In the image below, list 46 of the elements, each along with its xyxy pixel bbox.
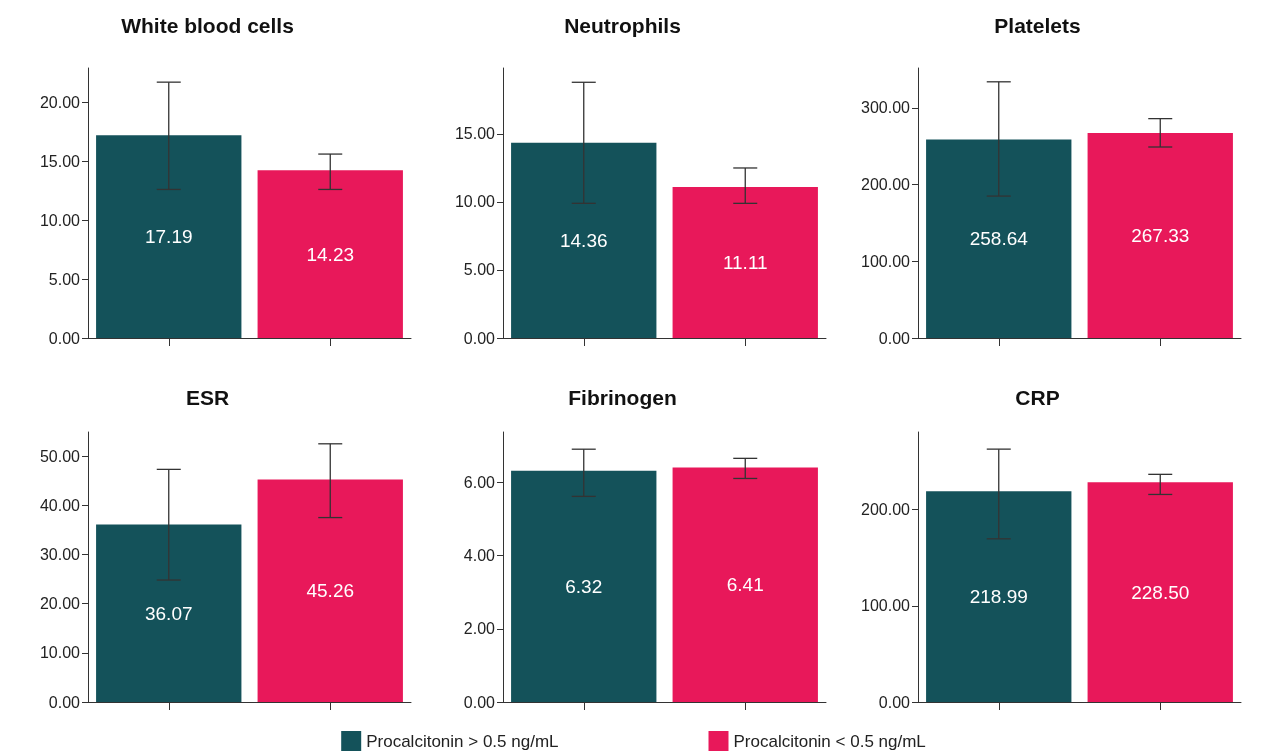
chart-title: White blood cells [121, 14, 294, 37]
data-label: 36.07 [144, 602, 193, 624]
y-tick-label: 0.00 [878, 693, 911, 711]
data-label: 6.41 [726, 574, 764, 596]
y-tick-label: 0.00 [48, 693, 81, 711]
y-tick-label: 10.00 [39, 211, 81, 229]
y-tick-label: 15.00 [39, 152, 81, 170]
y-tick-label: 5.00 [48, 270, 81, 288]
y-tick-label: 10.00 [39, 644, 81, 662]
y-tick-label: 6.00 [463, 473, 496, 491]
y-tick-label: 200.00 [861, 176, 911, 194]
data-label: 14.36 [559, 229, 608, 251]
data-label: 11.11 [722, 251, 768, 273]
y-tick-label: 0.00 [48, 329, 81, 347]
y-tick-label: 20.00 [39, 93, 81, 111]
y-tick-label: 10.00 [454, 193, 496, 211]
chart-title: Platelets [994, 14, 1081, 37]
y-tick-label: 20.00 [39, 595, 81, 613]
y-tick-label: 2.00 [463, 620, 496, 638]
y-tick-label: 100.00 [861, 252, 911, 270]
data-label: 228.50 [1131, 581, 1190, 603]
legend-label: Procalcitonin > 0.5 ng/mL [366, 731, 559, 751]
legend-label: Procalcitonin < 0.5 ng/mL [733, 731, 926, 751]
chart-title: Neutrophils [564, 14, 681, 37]
y-tick-label: 30.00 [39, 545, 81, 563]
y-tick-label: 15.00 [454, 125, 496, 143]
data-label: 258.64 [969, 228, 1029, 250]
data-label: 14.23 [306, 243, 355, 265]
chart-title: CRP [1015, 386, 1060, 409]
chart-title: Fibrinogen [568, 386, 677, 409]
y-tick-label: 5.00 [463, 261, 496, 279]
y-tick-label: 0.00 [463, 693, 496, 711]
data-label: 267.33 [1131, 224, 1190, 246]
data-label: 6.32 [565, 575, 603, 597]
y-tick-label: 40.00 [39, 496, 81, 514]
data-label: 17.19 [144, 226, 193, 248]
y-tick-label: 0.00 [463, 329, 496, 347]
data-label: 218.99 [969, 586, 1028, 608]
data-label: 45.26 [306, 580, 355, 602]
y-tick-label: 200.00 [861, 501, 911, 519]
y-tick-label: 50.00 [39, 447, 81, 465]
y-tick-label: 0.00 [878, 329, 911, 347]
chart-title: ESR [185, 386, 230, 409]
y-tick-label: 300.00 [861, 99, 911, 117]
y-tick-label: 4.00 [463, 547, 496, 565]
y-tick-label: 100.00 [861, 597, 911, 615]
